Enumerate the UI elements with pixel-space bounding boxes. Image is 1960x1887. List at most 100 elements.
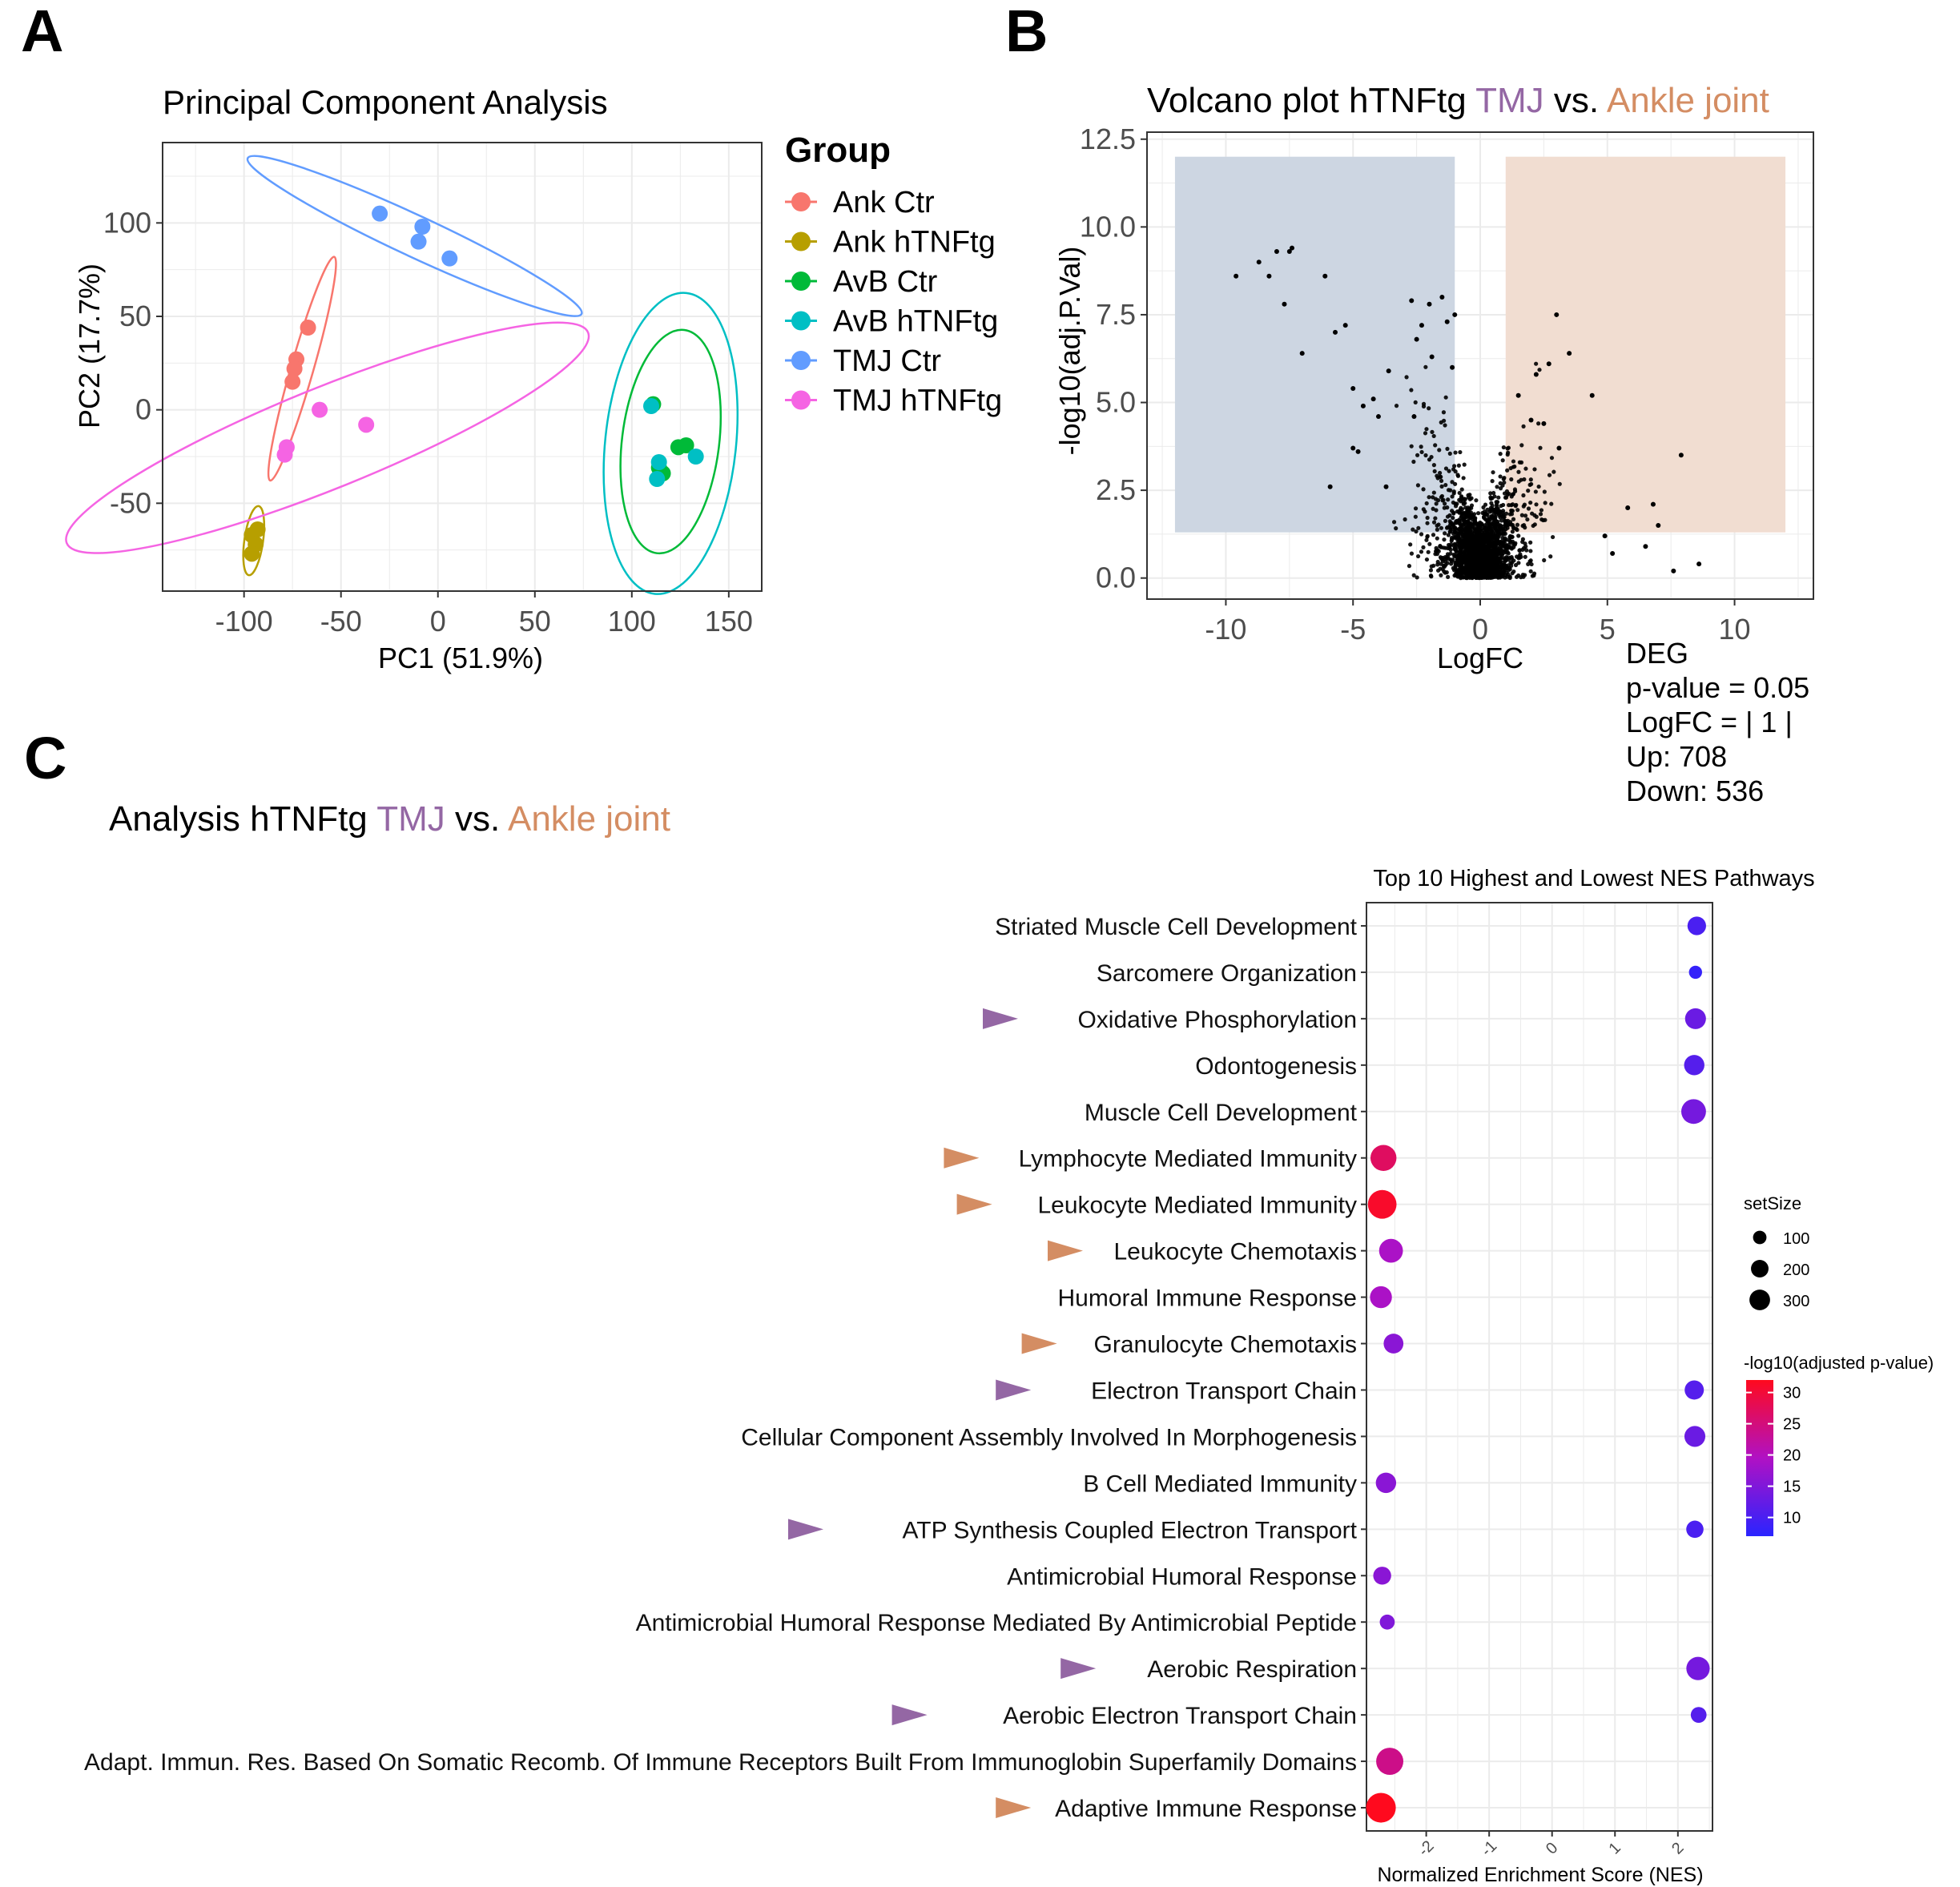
volcano-point (1450, 494, 1455, 499)
gsea-pathway-label: Humoral Immune Response (1058, 1285, 1358, 1312)
volcano-point (1643, 544, 1648, 549)
gsea-arrow-ankle (1048, 1240, 1083, 1261)
volcano-point (1483, 532, 1488, 537)
volcano-point (1435, 568, 1441, 573)
volcano-point (1479, 556, 1483, 561)
volcano-point (1515, 508, 1520, 513)
volcano-point (1488, 491, 1493, 496)
panel-letter-c: C (24, 725, 66, 791)
volcano-point (1506, 557, 1511, 562)
volcano-point (1282, 301, 1287, 307)
volcano-point (1494, 570, 1499, 575)
volcano-point (1462, 515, 1467, 521)
volcano-point (1455, 473, 1461, 478)
volcano-point (1470, 545, 1475, 550)
volcano-point (1493, 533, 1498, 538)
volcano-point (1421, 404, 1427, 408)
pca-y-tick-label: 50 (119, 300, 151, 332)
pca-title: Principal Component Analysis (163, 83, 608, 121)
gsea-pathway-labels: Striated Muscle Cell Development Sarcomer… (84, 914, 1366, 1822)
volcano-x-tick-label: 0 (1472, 613, 1488, 646)
volcano-point (1459, 546, 1463, 551)
volcano-point (1409, 388, 1414, 392)
volcano-y-tick-label: 7.5 (1096, 298, 1136, 331)
volcano-point (1443, 395, 1448, 400)
volcano-point (1529, 561, 1534, 567)
volcano-point (1497, 531, 1503, 536)
gsea-pathway-label: Antimicrobial Humoral Response Mediated … (636, 1610, 1357, 1636)
volcano-point (1485, 546, 1491, 551)
volcano-point (1470, 569, 1475, 573)
volcano-x-tick-label: 5 (1600, 613, 1616, 646)
gsea-subtitle: Top 10 Highest and Lowest NES Pathways (1373, 866, 1814, 891)
color-legend-label: 15 (1783, 1479, 1801, 1496)
volcano-point (1256, 260, 1262, 265)
volcano-point (1463, 546, 1468, 552)
volcano-point (1462, 534, 1467, 540)
volcano-point (1415, 553, 1421, 559)
volcano-point (1462, 462, 1467, 467)
volcano-point (1411, 527, 1415, 532)
pca-y-tick-label: -50 (110, 486, 151, 519)
volcano-point (1512, 464, 1517, 469)
volcano-point (1435, 527, 1439, 532)
volcano-point (1492, 494, 1497, 499)
gsea-point (1686, 1656, 1710, 1680)
volcano-point (1451, 511, 1456, 516)
volcano-point (1523, 554, 1527, 559)
volcano-point (1419, 323, 1424, 328)
pca-point (687, 449, 704, 465)
volcano-point (1458, 570, 1463, 575)
volcano-point (1511, 517, 1516, 521)
gsea-pathway-label: Lymphocyte Mediated Immunity (1019, 1146, 1357, 1173)
color-legend-ticks: 30 25 20 15 10 (1746, 1385, 1801, 1527)
volcano-point (1426, 549, 1431, 554)
gsea-arrow-ankle (944, 1147, 980, 1169)
volcano-point (1266, 273, 1272, 279)
volcano-point (1475, 540, 1479, 545)
volcano-point (1424, 537, 1429, 542)
pca-legend-key (791, 351, 811, 370)
volcano-point (1487, 509, 1492, 514)
gsea-point (1373, 1567, 1391, 1585)
volcano-point (1421, 545, 1426, 549)
volcano-point (1523, 466, 1528, 471)
volcano-point (1531, 523, 1535, 529)
pca-point (276, 446, 293, 463)
volcano-point (1414, 336, 1419, 342)
gsea-pathway-label: Aerobic Electron Transport Chain (1003, 1703, 1357, 1729)
volcano-point (1499, 518, 1504, 523)
volcano-point (1452, 541, 1457, 546)
volcano-point (1452, 312, 1458, 317)
pca-chart: Principal Component Analysis -100 -50 0 50 1… (65, 83, 1002, 674)
pca-ellipse (619, 328, 722, 555)
panel-letter-a: A (21, 0, 63, 64)
volcano-point (1414, 529, 1419, 534)
gsea-pathway-label: Aerobic Respiration (1147, 1656, 1357, 1683)
volcano-point (1453, 481, 1458, 486)
gsea-title: Analysis hTNFtg TMJ vs. Ankle joint (109, 799, 670, 839)
volcano-point (1526, 489, 1531, 493)
pca-ellipses (65, 155, 739, 595)
gsea-title-ankle: Ankle joint (508, 799, 670, 839)
volcano-point (1453, 567, 1458, 572)
volcano-point (1495, 509, 1501, 514)
volcano-point (1491, 470, 1495, 475)
volcano-point (1450, 364, 1455, 370)
gsea-pathway-label: Odontogenesis (1195, 1053, 1357, 1080)
volcano-point (1411, 573, 1416, 577)
volcano-point (1451, 489, 1456, 494)
volcano-point (1466, 493, 1471, 497)
volcano-point (1508, 465, 1513, 471)
pca-point (300, 320, 316, 336)
volcano-point (1446, 574, 1451, 579)
gsea-point (1687, 916, 1706, 935)
volcano-point (1502, 556, 1507, 561)
volcano-point (1463, 565, 1469, 569)
volcano-points (1234, 245, 1702, 581)
gsea-point (1378, 1238, 1403, 1263)
volcano-point (1440, 498, 1445, 503)
volcano-point (1409, 551, 1415, 556)
pca-legend: Ank Ctr Ank hTNFtg AvB Ctr AvB hTNFtg TMJ Ct… (785, 186, 1002, 418)
volcano-point (1423, 364, 1428, 369)
